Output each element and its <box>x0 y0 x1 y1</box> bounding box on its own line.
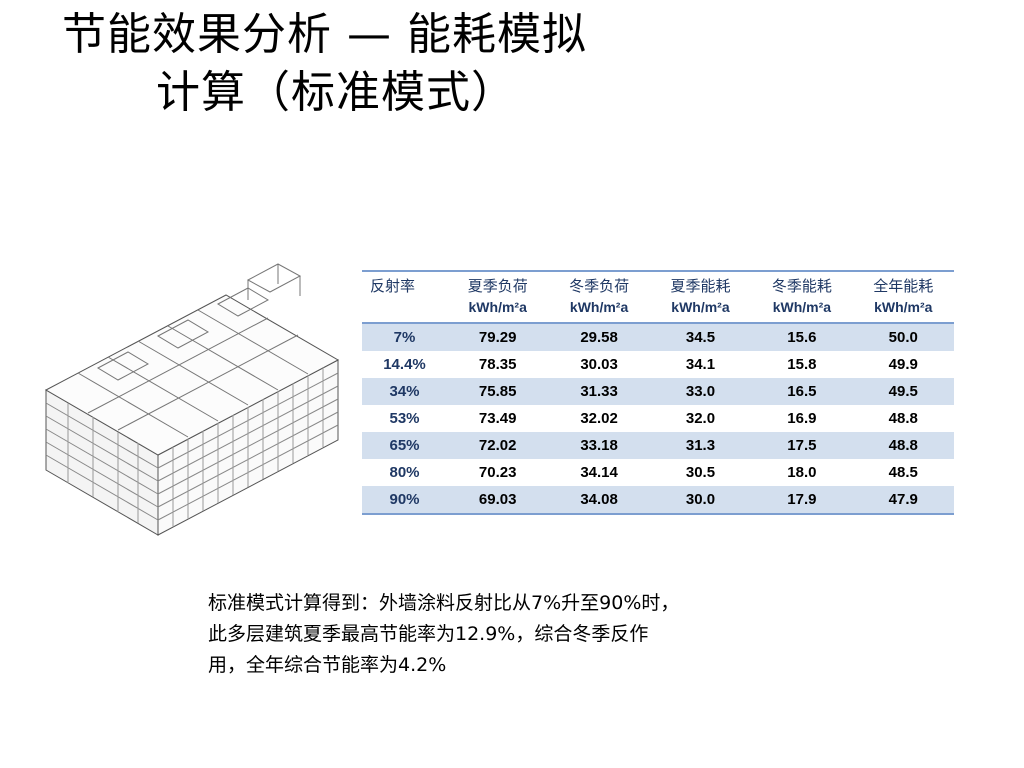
header-winter-energy: 冬季能耗 kWh/m²a <box>771 278 832 315</box>
cell-reflectance: 80% <box>389 464 420 481</box>
cell-summer-load: 79.29 <box>447 323 549 351</box>
cell-annual-energy: 48.8 <box>888 410 918 427</box>
summary-line-3: 用，全年综合节能率为4.2% <box>208 654 447 676</box>
cell-reflectance: 7% <box>362 323 447 351</box>
table-row: 90% 69.03 34.08 30.0 17.9 47.9 <box>362 486 954 515</box>
cell-winter-load: 31.33 <box>548 378 650 405</box>
header-summer-energy: 夏季能耗 kWh/m²a <box>670 278 731 315</box>
table-row: 34% 75.85 31.33 33.0 16.5 49.5 <box>362 378 954 405</box>
summary-text: 标准模式计算得到：外墙涂料反射比从7%升至90%时， 此多层建筑夏季最高节能率为… <box>208 588 828 681</box>
cell-winter-load: 32.02 <box>580 410 618 427</box>
cell-winter-energy: 18.0 <box>787 464 817 481</box>
cell-winter-energy: 17.9 <box>751 486 853 515</box>
cell-winter-load: 34.08 <box>548 486 650 515</box>
summary-line-2: 此多层建筑夏季最高节能率为12.9%，综合冬季反作 <box>208 623 649 645</box>
cell-annual-energy: 50.0 <box>852 323 954 351</box>
cell-reflectance: 90% <box>362 486 447 515</box>
summary-line-1: 标准模式计算得到：外墙涂料反射比从7%升至90%时， <box>208 592 680 614</box>
page-title: 节能效果分析 — 能耗模拟 计算（标准模式） <box>62 6 587 122</box>
cell-summer-load: 70.23 <box>478 464 517 481</box>
table-row: 53% 73.49 32.02 32.0 16.9 48.8 <box>362 405 954 432</box>
cell-reflectance: 65% <box>362 432 447 459</box>
cell-winter-load: 29.58 <box>548 323 650 351</box>
table-row: 80% 70.23 34.14 30.5 18.0 48.5 <box>362 459 954 486</box>
header-reflectance: 反射率 <box>370 278 416 295</box>
title-line-2: 计算（标准模式） <box>156 67 516 118</box>
cell-winter-load: 33.18 <box>548 432 650 459</box>
cell-reflectance: 34% <box>362 378 447 405</box>
cell-winter-load: 34.14 <box>580 464 618 481</box>
cell-summer-energy: 30.5 <box>685 464 716 481</box>
table-row: 7% 79.29 29.58 34.5 15.6 50.0 <box>362 323 954 351</box>
cell-summer-energy: 33.0 <box>649 378 752 405</box>
cell-summer-energy: 34.1 <box>685 356 716 373</box>
cell-annual-energy: 49.9 <box>888 356 918 373</box>
cell-winter-energy: 15.8 <box>787 356 817 373</box>
header-winter-load: 冬季负荷 kWh/m²a <box>569 278 630 315</box>
cell-winter-energy: 17.5 <box>751 432 853 459</box>
cell-summer-energy: 34.5 <box>649 323 752 351</box>
title-line-1: 节能效果分析 — 能耗模拟 <box>62 9 587 60</box>
cell-winter-energy: 15.6 <box>751 323 853 351</box>
header-summer-load: 夏季负荷 kWh/m²a <box>467 278 528 315</box>
cell-reflectance: 53% <box>389 410 420 427</box>
cell-summer-load: 69.03 <box>447 486 549 515</box>
header-annual-energy: 全年能耗 kWh/m²a <box>873 278 934 315</box>
cell-winter-energy: 16.9 <box>787 410 817 427</box>
cell-annual-energy: 47.9 <box>852 486 954 515</box>
table-row: 65% 72.02 33.18 31.3 17.5 48.8 <box>362 432 954 459</box>
table-row: 14.4% 78.35 30.03 34.1 15.8 49.9 <box>362 351 954 378</box>
cell-annual-energy: 49.5 <box>852 378 954 405</box>
cell-winter-load: 30.03 <box>580 356 618 373</box>
cell-summer-load: 75.85 <box>447 378 549 405</box>
cell-summer-load: 78.35 <box>478 356 517 373</box>
cell-annual-energy: 48.5 <box>888 464 918 481</box>
building-model-image <box>44 263 340 536</box>
cell-summer-energy: 32.0 <box>685 410 716 427</box>
cell-summer-energy: 31.3 <box>649 432 752 459</box>
cell-reflectance: 14.4% <box>383 356 426 373</box>
cell-annual-energy: 48.8 <box>852 432 954 459</box>
cell-summer-load: 72.02 <box>447 432 549 459</box>
energy-table: 反射率 夏季负荷 kWh/m²a 冬季负荷 kWh/m²a 夏季能耗 kWh/m²a … <box>362 270 954 515</box>
cell-winter-energy: 16.5 <box>751 378 853 405</box>
table-header-row: 反射率 夏季负荷 kWh/m²a 冬季负荷 kWh/m²a 夏季能耗 kWh/m²a … <box>362 271 954 323</box>
cell-summer-load: 73.49 <box>478 410 517 427</box>
cell-summer-energy: 30.0 <box>649 486 752 515</box>
